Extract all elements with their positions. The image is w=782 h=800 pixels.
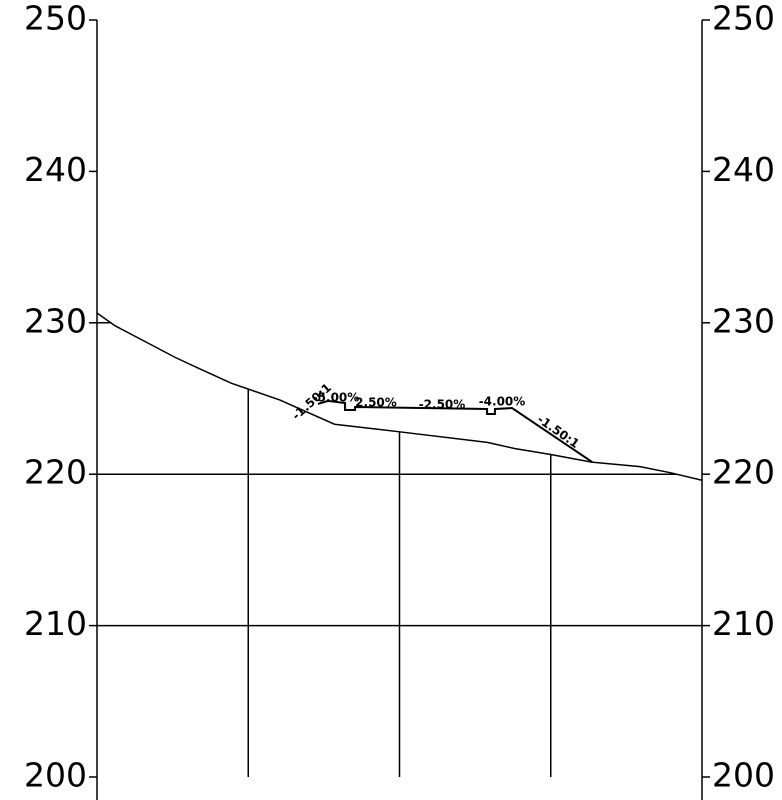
y-tick-label: 240: [24, 150, 87, 189]
slope-label: -4.00%: [479, 395, 526, 409]
y-tick-label: 250: [712, 0, 775, 38]
slope-label: 2.50%: [355, 396, 397, 410]
template-line: [317, 399, 593, 463]
y-tick-label: 210: [712, 604, 775, 643]
ground-line: [96, 312, 703, 481]
y-tick-label: 210: [24, 604, 87, 643]
slope-label: -1.50:1: [535, 412, 582, 451]
y-tick-label: 200: [712, 756, 775, 795]
y-tick-label: 230: [24, 301, 87, 340]
y-tick-label: 220: [24, 453, 87, 492]
y-tick-label: 250: [24, 0, 87, 38]
y-tick-label: 240: [712, 150, 775, 189]
y-tick-label: 200: [24, 756, 87, 795]
slope-label: -2.50%: [419, 398, 466, 412]
grid: [97, 312, 702, 777]
y-tick-label: 220: [712, 453, 775, 492]
y-tick-label: 230: [712, 301, 775, 340]
slope-label: -5.00%: [313, 391, 360, 405]
